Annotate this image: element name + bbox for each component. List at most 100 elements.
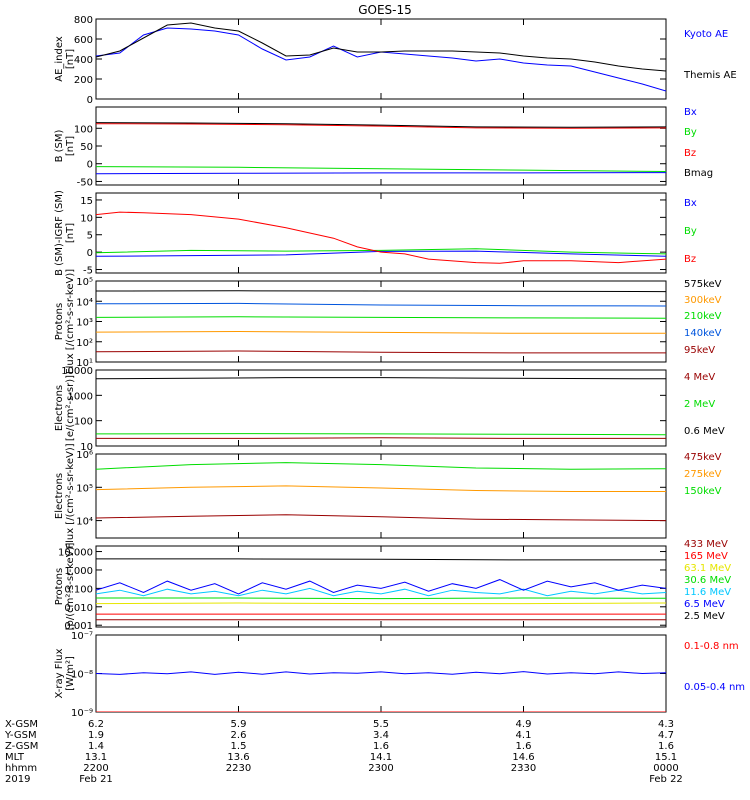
time-axis-value: 1.5 [231,741,247,752]
time-axis-value: 3.4 [373,730,389,741]
y-tick-label: 10⁶ [76,450,93,461]
series-line-by [96,248,666,255]
y-tick-label: 10⁻⁹ [71,708,93,719]
panel-frame [95,453,667,539]
legend-entry-by: By [684,127,697,138]
y-tick-label: 100 [74,417,93,428]
legend-entry-0-1-0-8-nm: 0.1-0.8 nm [684,641,739,652]
series-line-475kev [96,514,666,522]
time-axis: X-GSMY-GSMZ-GSMMLThhmm20196.21.91.413.12… [4,719,683,785]
series-group [96,377,666,439]
row-label-y-gsm: Y-GSM [4,730,37,741]
series-line-2-5-mev [96,558,666,561]
y-tick-label: -5 [83,266,93,277]
legend-entry-150kev: 150keV [684,486,722,497]
series-line-95kev [96,350,666,354]
legend-entry-bx: Bx [684,198,697,209]
time-axis-value: Feb 22 [649,774,683,785]
legend-entry-themis-ae: Themis AE [683,70,737,81]
y-axis-label-line: [nT] [65,223,76,243]
y-axis-label-line: [e/(cm²-s-sr)] [65,375,76,441]
y-axis-label-line: B (SM)-IGRF (SM) [54,190,65,276]
legend-entry-95kev: 95keV [684,345,715,356]
y-axis-label-line: [W/m²] [65,656,76,691]
series-line-bx [96,250,666,257]
time-axis-value: 6.2 [88,719,104,730]
y-tick-label: 0.001 [64,621,93,632]
y-tick-label: 0.100 [64,584,93,595]
y-tick-label: 15 [80,196,93,207]
y-tick-label: 10¹ [76,358,93,369]
legend-entry-bz: Bz [684,254,696,265]
y-tick-label: 600 [74,35,93,46]
panel-1: 0 200 400 600 800 AE_index[nT] Kyoto AE Themis … [54,15,737,106]
series-line-30-6-mev [96,597,666,600]
legend-entry-kyoto-ae: Kyoto AE [684,29,728,40]
legend-entry-2-mev: 2 MeV [684,399,715,410]
y-axis-label-line: [nT] [65,49,76,69]
series-group [96,671,666,712]
series-line-2-mev [96,433,666,436]
legend-entry-by: By [684,226,697,237]
y-tick-label: 0 [87,95,93,106]
y-axis-label: ProtonsFlux [/(cm²-s-sr-keV)] [54,269,76,374]
y-tick-label: 10⁻⁷ [71,631,93,642]
y-axis-label-line: Protons [54,568,65,605]
row-label-mlt: MLT [5,752,25,763]
time-axis-value: 5.9 [231,719,247,730]
series-group [96,290,666,354]
y-axis-label-line: B (SM) [54,129,65,162]
legend-entry-300kev: 300keV [684,295,722,306]
time-axis-value: 2300 [368,763,393,774]
legend-entry-165-mev: 165 MeV [684,551,728,562]
y-tick-label: 400 [74,55,93,66]
time-axis-value: 14.6 [512,752,534,763]
series-line-bz [96,211,666,264]
time-axis-value: 2200 [83,763,108,774]
panel-8: 10⁻⁹ 10⁻⁸ 10⁻⁷ X-ray Flux[W/m²] 0.1-0.8 nm 0.… [54,631,745,719]
series-line-themis-ae [96,22,666,72]
y-tick-label: 10⁴ [76,297,93,308]
y-tick-label: 0 [87,248,93,259]
y-axis-label: AE_index[nT] [54,36,76,82]
legend-entry-433-mev: 433 MeV [684,539,728,550]
y-axis-label-line: [p/(cm²-s-sr-keV)] [65,543,76,631]
legend-entry-63-1-mev: 63.1 MeV [684,563,731,574]
series-line-6-5-mev [96,579,666,595]
series-line-kyoto-ae [96,27,666,92]
y-axis-label-line: [nT] [65,136,76,156]
legend-entry-30-6-mev: 30.6 MeV [684,575,731,586]
series-group [96,22,666,92]
time-axis-value: 1.6 [373,741,389,752]
y-tick-label: 1000 [68,391,93,402]
series-line-bmag [96,122,666,128]
panel-frame [95,280,667,363]
panel-frame [95,18,667,100]
y-axis-label-line: Flux [/(cm²-s-sr-keV)] [65,443,76,548]
series-group [96,558,666,621]
row-label-2019: 2019 [5,774,30,785]
legend-entry-475kev: 475keV [684,452,722,463]
y-axis-label: Protons[p/(cm²-s-sr-keV)] [54,543,76,631]
y-tick-label: 5 [87,231,93,242]
y-tick-label: 100 [74,124,93,135]
y-tick-label: 50 [80,142,93,153]
time-axis-value: 4.9 [516,719,532,730]
time-axis-value: Feb 21 [79,774,113,785]
y-tick-label: 800 [74,15,93,26]
time-axis-value: 1.4 [88,741,104,752]
legend-entry-2-5-mev: 2.5 MeV [684,611,725,622]
y-axis-label-line: Flux [/(cm²-s-sr-keV)] [65,269,76,374]
y-tick-label: 0 [87,160,93,171]
y-axis-label: B (SM)[nT] [54,129,76,162]
legend-entry-140kev: 140keV [684,328,722,339]
series-line-140kev [96,302,666,307]
legend-entry-575kev: 575keV [684,279,722,290]
time-axis-value: 15.1 [655,752,677,763]
y-tick-label: 10⁵ [76,277,93,288]
y-axis-label-line: Electrons [54,473,65,519]
series-line-300kev [96,330,666,334]
y-tick-label: 1.000 [64,566,93,577]
